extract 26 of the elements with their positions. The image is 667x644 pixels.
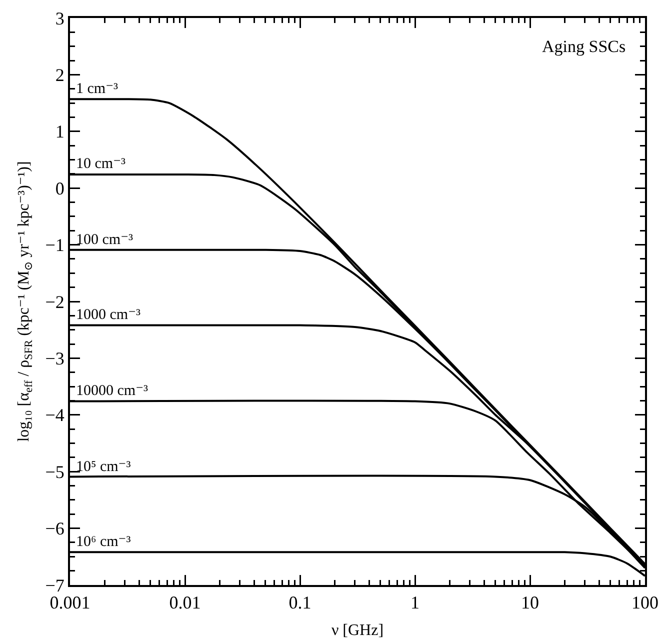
annotation: Aging SSCs xyxy=(542,37,626,56)
y-tick-label: −4 xyxy=(45,405,64,426)
y-tick-label: −5 xyxy=(45,462,64,482)
series-label: 100 cm⁻³ xyxy=(76,232,134,248)
y-tick-label: −7 xyxy=(45,575,64,596)
x-tick-label: 0.01 xyxy=(169,592,201,613)
x-tick-label: 100 xyxy=(632,592,658,613)
series-label: 1 cm⁻³ xyxy=(76,81,118,97)
y-tick-label: 3 xyxy=(55,8,64,28)
y-tick-label: −1 xyxy=(45,235,64,256)
y-tick-label: 0 xyxy=(55,178,64,198)
y-tick-label: −2 xyxy=(45,292,64,312)
y-tick-label: 1 xyxy=(55,122,64,142)
y-tick-label: −6 xyxy=(45,518,64,539)
x-axis-title: ν [GHz] xyxy=(331,622,384,639)
series-label: 10 cm⁻³ xyxy=(76,156,126,172)
series-label: 10⁶ cm⁻³ xyxy=(76,534,132,550)
series-label: 1000 cm⁻³ xyxy=(76,307,141,323)
series-label: 10⁵ cm⁻³ xyxy=(76,459,132,475)
y-tick-label: 2 xyxy=(55,65,64,85)
x-tick-label: 0.1 xyxy=(288,592,312,613)
series-label: 10000 cm⁻³ xyxy=(76,383,148,399)
x-tick-label: 0.001 xyxy=(50,592,90,613)
x-tick-label: 1 xyxy=(410,592,420,613)
x-tick-label: 10 xyxy=(521,592,539,613)
y-tick-label: −3 xyxy=(45,348,64,368)
